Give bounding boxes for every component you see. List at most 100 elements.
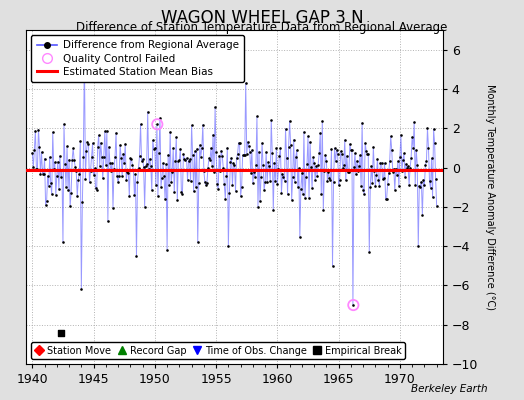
Point (419, 177, 428, 183)
Point (150, 146, 158, 152)
Point (193, 239, 202, 245)
Point (136, 121, 145, 128)
Point (310, 160, 318, 166)
Point (174, 158, 182, 165)
Point (115, 172, 123, 179)
Point (227, 155, 236, 161)
Point (175, 157, 183, 163)
Point (371, 183, 379, 189)
Point (379, 175, 388, 182)
Point (344, 169, 352, 175)
Point (383, 195, 391, 202)
Point (290, 136, 298, 143)
Point (431, 176, 440, 182)
Point (364, 151, 373, 158)
Point (355, 162, 363, 169)
Point (340, 162, 348, 168)
Point (357, 182, 365, 189)
Point (420, 182, 429, 188)
Point (47, 180, 55, 187)
Point (315, 150, 323, 156)
Point (217, 147, 225, 154)
Point (143, 160, 151, 167)
Point (390, 187, 399, 193)
Point (296, 234, 304, 240)
Point (48, 191, 56, 198)
Point (301, 195, 309, 201)
Text: Berkeley Earth: Berkeley Earth (411, 384, 487, 394)
Point (45, 182, 53, 189)
Point (294, 165, 303, 172)
Point (80, 50, 89, 57)
Point (402, 160, 410, 167)
Point (36, 171, 45, 177)
Point (61, 161, 69, 168)
Point (207, 145, 215, 151)
Point (128, 162, 137, 168)
Point (235, 140, 244, 147)
Point (118, 173, 126, 180)
Point (316, 130, 324, 136)
Point (151, 145, 159, 151)
Point (59, 239, 67, 245)
Point (328, 146, 336, 152)
Point (129, 167, 138, 173)
Point (211, 104, 219, 110)
Point (220, 181, 228, 188)
Point (307, 164, 315, 170)
Point (325, 175, 334, 181)
Point (176, 146, 184, 152)
Point (273, 181, 281, 187)
Point (170, 189, 179, 195)
Point (66, 203, 74, 210)
Point (376, 160, 385, 166)
Point (256, 198, 264, 204)
Point (104, 218, 112, 224)
Point (192, 146, 201, 152)
Point (99, 175, 107, 182)
Point (356, 152, 364, 158)
Point (260, 187, 268, 193)
Point (403, 165, 411, 171)
Point (423, 125, 432, 131)
Point (303, 161, 311, 168)
Point (370, 168, 378, 174)
Point (216, 168, 224, 174)
Point (308, 185, 316, 192)
Point (339, 165, 347, 171)
Point (241, 152, 249, 158)
Point (139, 164, 148, 170)
Point (34, 126, 42, 133)
Point (230, 162, 238, 168)
Point (117, 154, 125, 161)
Point (417, 178, 425, 185)
Point (432, 203, 441, 209)
Point (125, 193, 134, 200)
Point (82, 148, 91, 154)
Point (300, 129, 308, 135)
Legend: Station Move, Record Gap, Time of Obs. Change, Empirical Break: Station Move, Record Gap, Time of Obs. C… (31, 342, 405, 359)
Point (394, 158, 402, 164)
Point (354, 167, 362, 174)
Point (314, 162, 322, 168)
Point (43, 173, 52, 179)
Point (63, 143, 71, 150)
Point (206, 157, 214, 163)
Point (388, 146, 396, 153)
Y-axis label: Monthly Temperature Anomaly Difference (°C): Monthly Temperature Anomaly Difference (… (485, 84, 495, 310)
Point (90, 172, 98, 178)
Point (349, 302, 357, 308)
Point (127, 156, 136, 162)
Point (349, 302, 357, 308)
Point (320, 168, 329, 174)
Point (286, 118, 294, 124)
Point (221, 196, 230, 202)
Point (35, 144, 43, 150)
Point (405, 182, 413, 188)
Point (341, 137, 349, 143)
Point (137, 158, 146, 164)
Point (37, 149, 46, 155)
Point (407, 154, 416, 161)
Point (124, 170, 133, 176)
Point (269, 207, 278, 214)
